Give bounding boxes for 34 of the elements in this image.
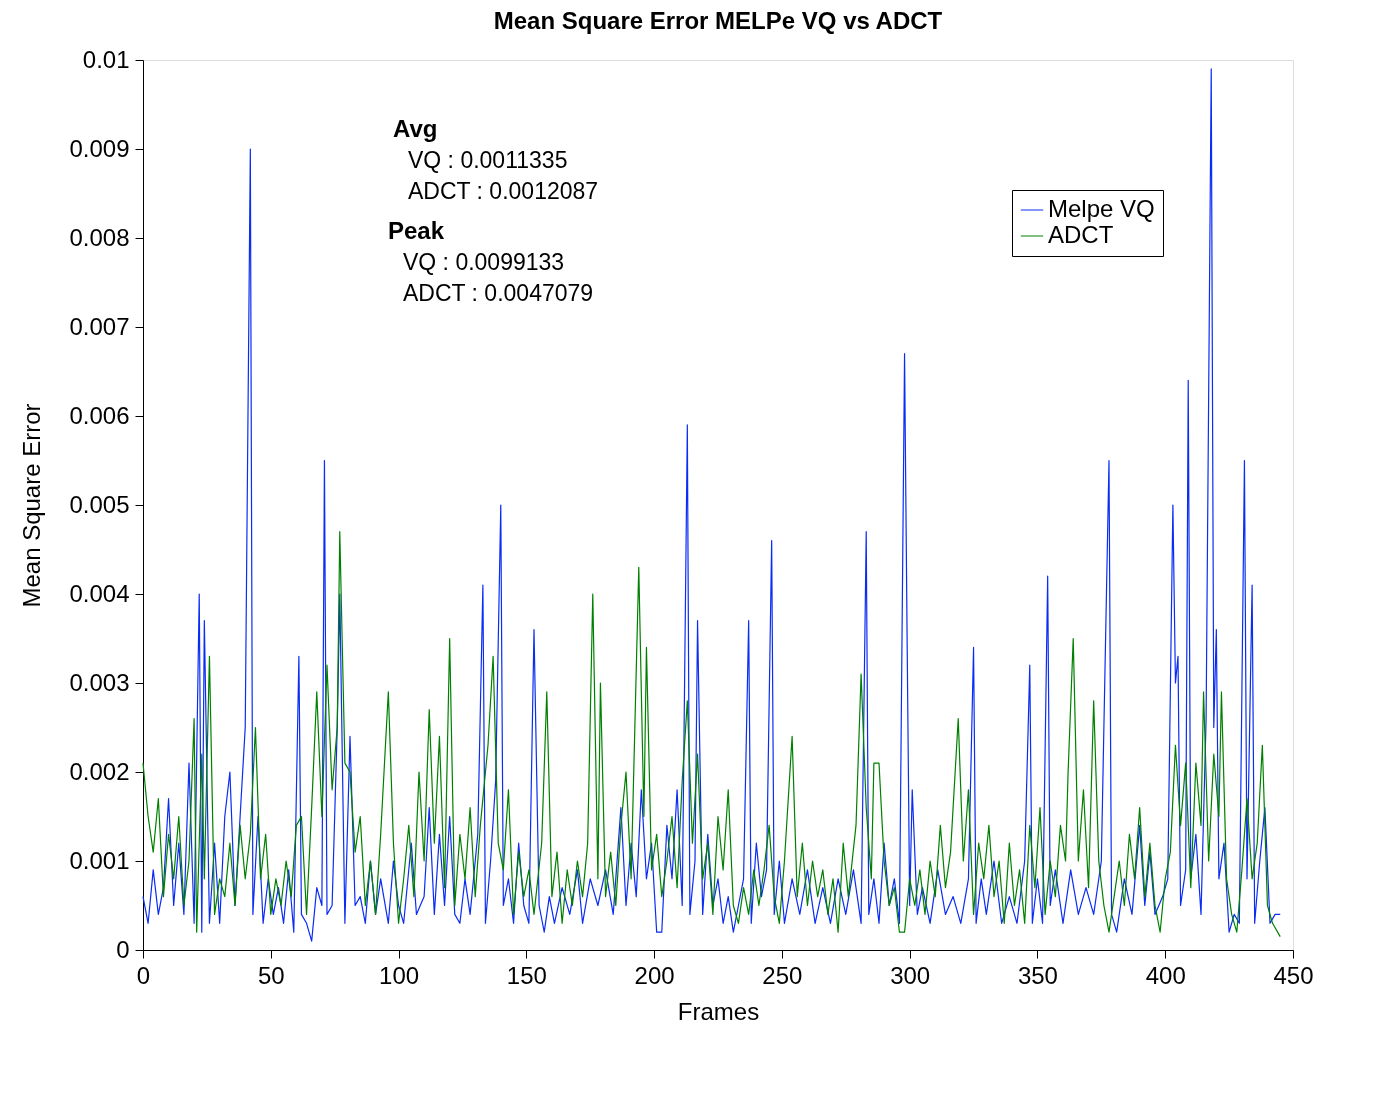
x-axis-title: Frames [677, 997, 760, 1025]
annotation: ADCT : 0.0047079 [403, 280, 594, 306]
y-tick-label: 0.01 [82, 45, 130, 73]
annotation: ADCT : 0.0012087 [408, 178, 599, 204]
y-tick-label: 0.007 [69, 312, 130, 340]
y-tick-label: 0.003 [69, 668, 130, 696]
y-tick-label: 0.005 [69, 490, 130, 518]
y-tick-label: 0.008 [69, 223, 130, 251]
x-tick-label: 250 [762, 961, 803, 989]
x-tick-label: 200 [634, 961, 675, 989]
annotation: Avg [393, 115, 438, 142]
y-tick-label: 0.004 [69, 579, 130, 607]
x-tick-label: 400 [1145, 961, 1186, 989]
annotation: VQ : 0.0011335 [408, 147, 568, 173]
y-tick-label: 0.009 [69, 134, 130, 162]
x-tick-label: 100 [379, 961, 420, 989]
y-axis-title: Mean Square Error [18, 403, 46, 608]
y-tick-label: 0 [116, 935, 130, 963]
x-tick-label: 300 [890, 961, 931, 989]
line-series [142, 531, 1281, 938]
y-tick-label: 0.001 [69, 846, 130, 874]
chart-title: Mean Square Error MELPe VQ vs ADCT [493, 7, 943, 34]
x-tick-label: 50 [257, 961, 285, 989]
x-tick-label: 350 [1017, 961, 1058, 989]
annotation: Peak [388, 217, 445, 244]
y-tick-label: 0.002 [69, 757, 130, 785]
line-series [142, 68, 1281, 942]
legend-label: Melpe VQ [1048, 195, 1155, 222]
x-tick-label: 0 [136, 961, 151, 989]
x-tick-label: 450 [1273, 961, 1314, 989]
y-tick-label: 0.006 [69, 401, 130, 429]
x-tick-label: 150 [506, 961, 547, 989]
annotation: VQ : 0.0099133 [403, 249, 565, 275]
legend-label: ADCT [1048, 221, 1114, 248]
